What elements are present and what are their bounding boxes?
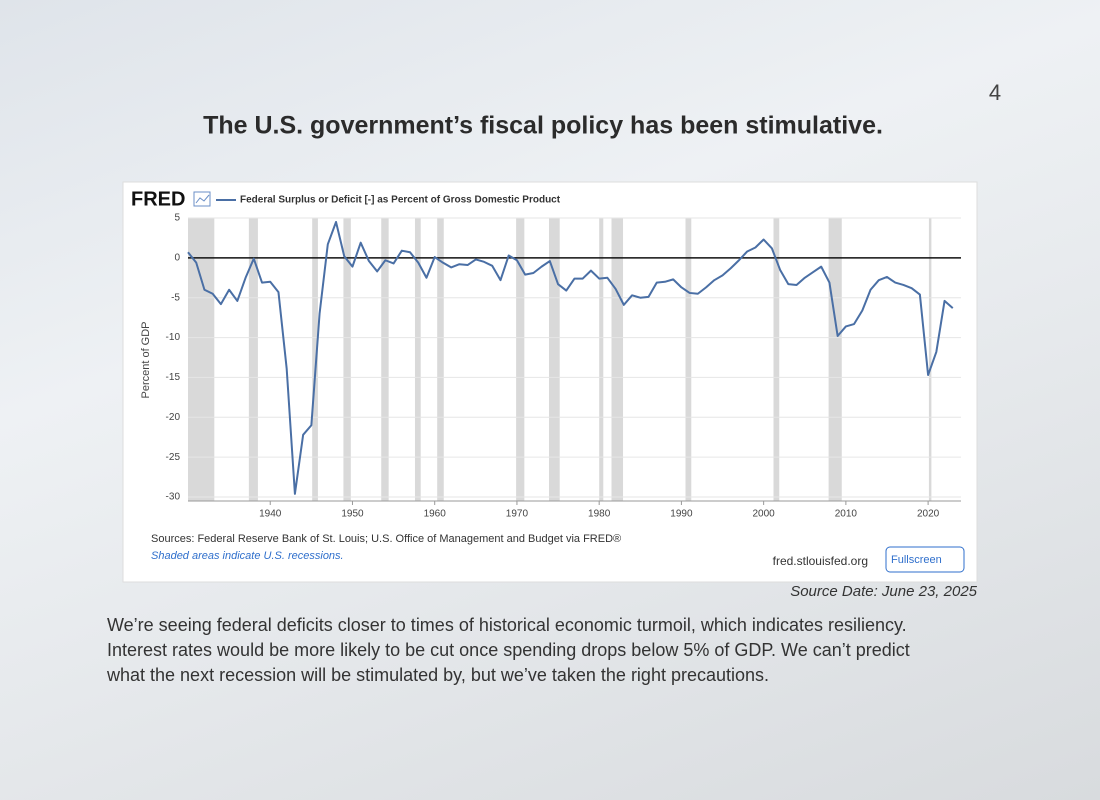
y-tick-label: -20 [166, 412, 181, 423]
body-line: what the next recession will be stimulat… [106, 665, 769, 685]
recession-band [437, 218, 444, 501]
x-tick-label: 1970 [506, 509, 529, 520]
recession-band [248, 218, 258, 501]
y-tick-label: 0 [174, 252, 180, 263]
recession-band [828, 218, 842, 501]
recession-band [599, 218, 604, 501]
source-date: Source Date: June 23, 2025 [790, 583, 977, 600]
x-tick-label: 1980 [588, 509, 611, 520]
y-tick-label: -15 [166, 372, 181, 383]
recession-band [414, 218, 421, 501]
slide-number: 4 [989, 80, 1001, 105]
recession-band [516, 218, 525, 501]
recession-band [773, 218, 780, 501]
site-url[interactable]: fred.stlouisfed.org [773, 554, 868, 568]
y-tick-label: -25 [166, 452, 181, 463]
fred-logo: FRED [131, 188, 185, 210]
fullscreen-label[interactable]: Fullscreen [891, 554, 942, 566]
y-tick-label: 5 [174, 213, 180, 224]
x-tick-label: 1950 [341, 509, 364, 520]
sources: Sources: Federal Reserve Bank of St. Lou… [151, 533, 621, 545]
recession-band [381, 218, 389, 501]
logo-icon-line [195, 194, 210, 204]
logo-icon [193, 191, 211, 207]
x-tick-label: 2000 [753, 509, 776, 520]
recession-band [928, 218, 932, 501]
y-tick-label: -5 [171, 292, 180, 303]
x-tick-label: 2010 [835, 509, 858, 520]
recession-band [685, 218, 692, 501]
recession-band [343, 218, 351, 501]
recession-note: Shaded areas indicate U.S. recessions. [151, 550, 344, 562]
x-tick-label: 2020 [917, 509, 940, 520]
x-tick-label: 1990 [670, 509, 693, 520]
recession-band [188, 218, 215, 501]
x-tick-label: 1960 [424, 509, 447, 520]
recession-band [549, 218, 560, 501]
slide-title: The U.S. government’s fiscal policy has … [203, 112, 883, 140]
y-tick-label: -10 [166, 332, 181, 343]
recession-band [611, 218, 624, 501]
body-line: We’re seeing federal deficits closer to … [107, 615, 907, 635]
x-tick-label: 1940 [259, 509, 282, 520]
body-line: Interest rates would be more likely to b… [107, 640, 910, 660]
y-tick-label: -30 [166, 492, 181, 503]
legend-label: Federal Surplus or Deficit [-] as Percen… [240, 195, 561, 206]
y-axis-label: Percent of GDP [140, 321, 152, 398]
fullscreen-button[interactable] [885, 546, 965, 573]
recession-band [312, 218, 318, 501]
series-line [187, 220, 954, 495]
